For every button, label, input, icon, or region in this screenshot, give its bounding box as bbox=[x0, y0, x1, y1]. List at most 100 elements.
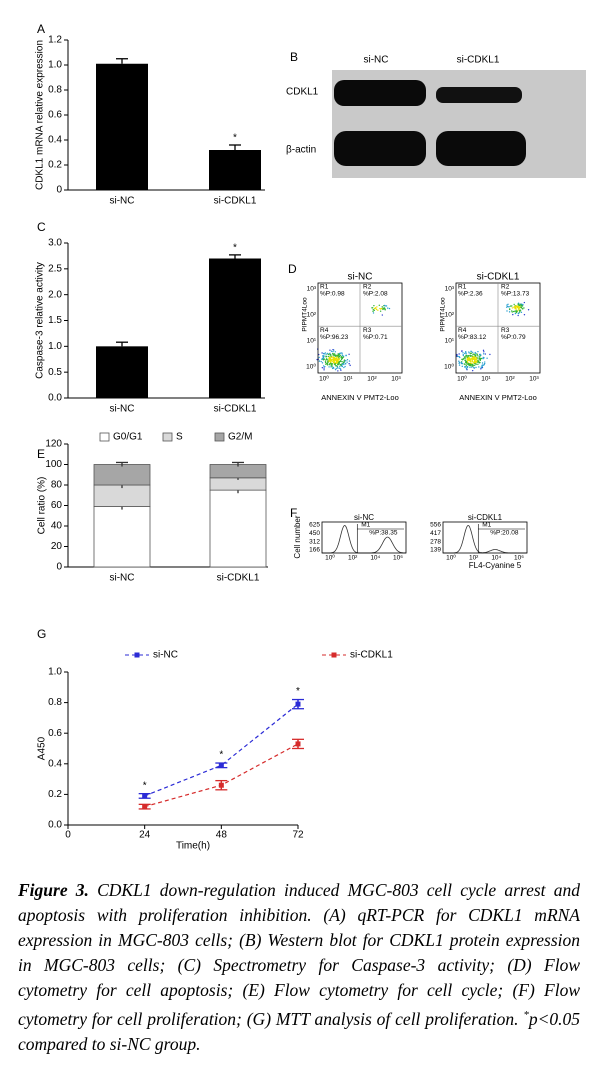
cell-dot bbox=[377, 309, 379, 311]
cell-dot bbox=[349, 364, 351, 367]
x-tick-label: 10⁴ bbox=[491, 555, 501, 562]
cell-dot bbox=[384, 309, 386, 311]
cell-dot bbox=[481, 362, 484, 364]
cell-dot bbox=[337, 356, 339, 358]
y-tick-label: 166 bbox=[309, 547, 320, 554]
annotation: * bbox=[296, 686, 300, 697]
x-tick-label: 10³ bbox=[529, 376, 539, 383]
cell-dot bbox=[381, 314, 384, 316]
cell-dot bbox=[467, 364, 470, 366]
gate-name: R4 bbox=[320, 327, 329, 334]
cell-dot bbox=[322, 352, 325, 355]
cell-dot bbox=[515, 308, 518, 310]
x-tick-label: 0 bbox=[65, 830, 71, 841]
y-tick-label: 0.8 bbox=[48, 85, 62, 96]
y-tick-label: 10⁰ bbox=[306, 363, 316, 371]
x-tick-label: 10² bbox=[367, 376, 377, 383]
cell-dot bbox=[517, 314, 519, 317]
cell-dot bbox=[465, 353, 467, 355]
cell-dot bbox=[521, 307, 523, 310]
cell-dot bbox=[471, 366, 473, 368]
cell-dot bbox=[331, 352, 334, 355]
cell-dot bbox=[518, 308, 520, 311]
cell-dot bbox=[379, 310, 382, 312]
legend-swatch bbox=[162, 432, 173, 442]
cell-dot bbox=[464, 363, 466, 366]
cell-dot bbox=[331, 363, 334, 365]
gate-percent: %P:96.23 bbox=[320, 334, 349, 341]
cell-dot bbox=[517, 309, 519, 312]
bar-segment bbox=[93, 506, 151, 568]
cell-dot bbox=[483, 357, 485, 359]
cell-dot bbox=[341, 352, 343, 354]
cell-dot bbox=[337, 370, 339, 372]
y-tick-label: 0.2 bbox=[48, 160, 62, 171]
cell-dot bbox=[329, 363, 331, 365]
data-point bbox=[295, 701, 301, 707]
bar-segment bbox=[209, 489, 267, 568]
cell-dot bbox=[467, 359, 469, 362]
y-tick-label: 1.0 bbox=[48, 341, 62, 352]
x-tick-label: si-CDKL1 bbox=[214, 404, 257, 415]
y-tick-label: 1.0 bbox=[48, 667, 62, 678]
blot-band bbox=[436, 131, 526, 166]
cell-dot bbox=[512, 310, 515, 313]
cell-dot bbox=[372, 310, 374, 313]
cell-dot bbox=[341, 365, 344, 368]
cell-dot bbox=[321, 358, 323, 361]
cell-dot bbox=[318, 360, 321, 362]
cell-dot bbox=[328, 366, 330, 368]
data-point bbox=[218, 782, 224, 788]
bar-segment bbox=[93, 484, 151, 507]
y-tick-label: 10³ bbox=[445, 286, 455, 293]
cell-dot bbox=[333, 354, 335, 356]
lane-label: si-CDKL1 bbox=[457, 55, 500, 66]
gate-percent: %P:83.12 bbox=[458, 334, 487, 341]
cell-dot bbox=[373, 304, 375, 307]
cell-dot bbox=[336, 359, 338, 362]
cell-dot bbox=[474, 355, 476, 357]
gate-name: R1 bbox=[320, 284, 329, 291]
cell-dot bbox=[482, 357, 484, 360]
cell-dot bbox=[466, 356, 469, 358]
cell-dot bbox=[372, 312, 375, 314]
y-tick-label: 0.0 bbox=[48, 820, 62, 831]
cell-dot bbox=[481, 365, 483, 368]
blot-band bbox=[334, 131, 426, 166]
gate-name: R2 bbox=[363, 284, 372, 291]
cell-dot bbox=[514, 307, 516, 310]
cell-dot bbox=[324, 352, 327, 354]
y-tick-label: 0.6 bbox=[48, 110, 62, 121]
cell-dot bbox=[339, 365, 341, 368]
cell-dot bbox=[465, 360, 467, 362]
cell-dot bbox=[467, 361, 469, 364]
cell-dot bbox=[318, 353, 320, 356]
cell-dot bbox=[505, 306, 508, 308]
cell-dot bbox=[385, 305, 388, 307]
x-tick-label: 10⁶ bbox=[393, 555, 403, 562]
y-tick-label: 2.5 bbox=[48, 263, 62, 274]
cell-dot bbox=[517, 312, 520, 315]
cell-dot bbox=[327, 353, 329, 356]
cell-dot bbox=[324, 361, 327, 364]
cell-dot bbox=[338, 355, 341, 358]
plot-frame bbox=[442, 521, 528, 554]
y-tick-label: 10² bbox=[445, 312, 455, 319]
cell-dot bbox=[339, 368, 342, 370]
cell-dot bbox=[348, 353, 350, 356]
cell-dot bbox=[382, 307, 384, 309]
cell-dot bbox=[330, 363, 332, 365]
legend-label: si-NC bbox=[153, 650, 178, 661]
cell-dot bbox=[335, 365, 337, 367]
cell-dot bbox=[468, 352, 470, 354]
cell-dot bbox=[334, 351, 337, 353]
cell-dot bbox=[328, 356, 331, 359]
cell-dot bbox=[325, 363, 328, 365]
cell-dot bbox=[321, 367, 324, 369]
cell-dot bbox=[337, 363, 339, 366]
y-axis-label: Caspase-3 relative activity bbox=[35, 262, 46, 379]
cell-dot bbox=[327, 355, 330, 358]
y-axis-label: Cell number bbox=[293, 515, 302, 558]
cell-dot bbox=[337, 358, 339, 360]
